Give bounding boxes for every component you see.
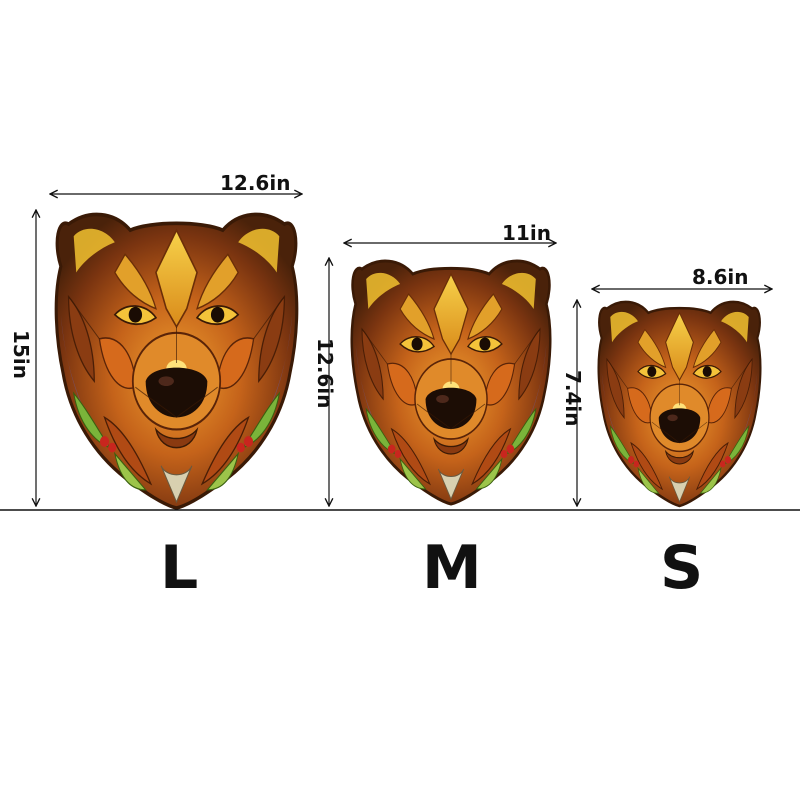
width-label-small: 8.6in [692,265,749,289]
width-label-medium: 11in [502,221,551,245]
bear-head-puzzle-icon [350,259,552,506]
bear-puzzle-medium [350,259,552,506]
height-label-small: 7.4in [561,370,585,427]
size-label-small: S [660,533,705,603]
size-label-medium: M [422,533,483,603]
bear-puzzle-small [597,300,762,508]
bear-puzzle-large [54,212,299,510]
size-label-large: L [160,533,200,603]
height-label-large: 15in [9,330,33,379]
height-label-medium: 12.6in [313,338,337,408]
bear-head-puzzle-icon [54,212,299,510]
width-label-large: 12.6in [220,171,290,195]
bear-head-puzzle-icon [597,300,762,508]
